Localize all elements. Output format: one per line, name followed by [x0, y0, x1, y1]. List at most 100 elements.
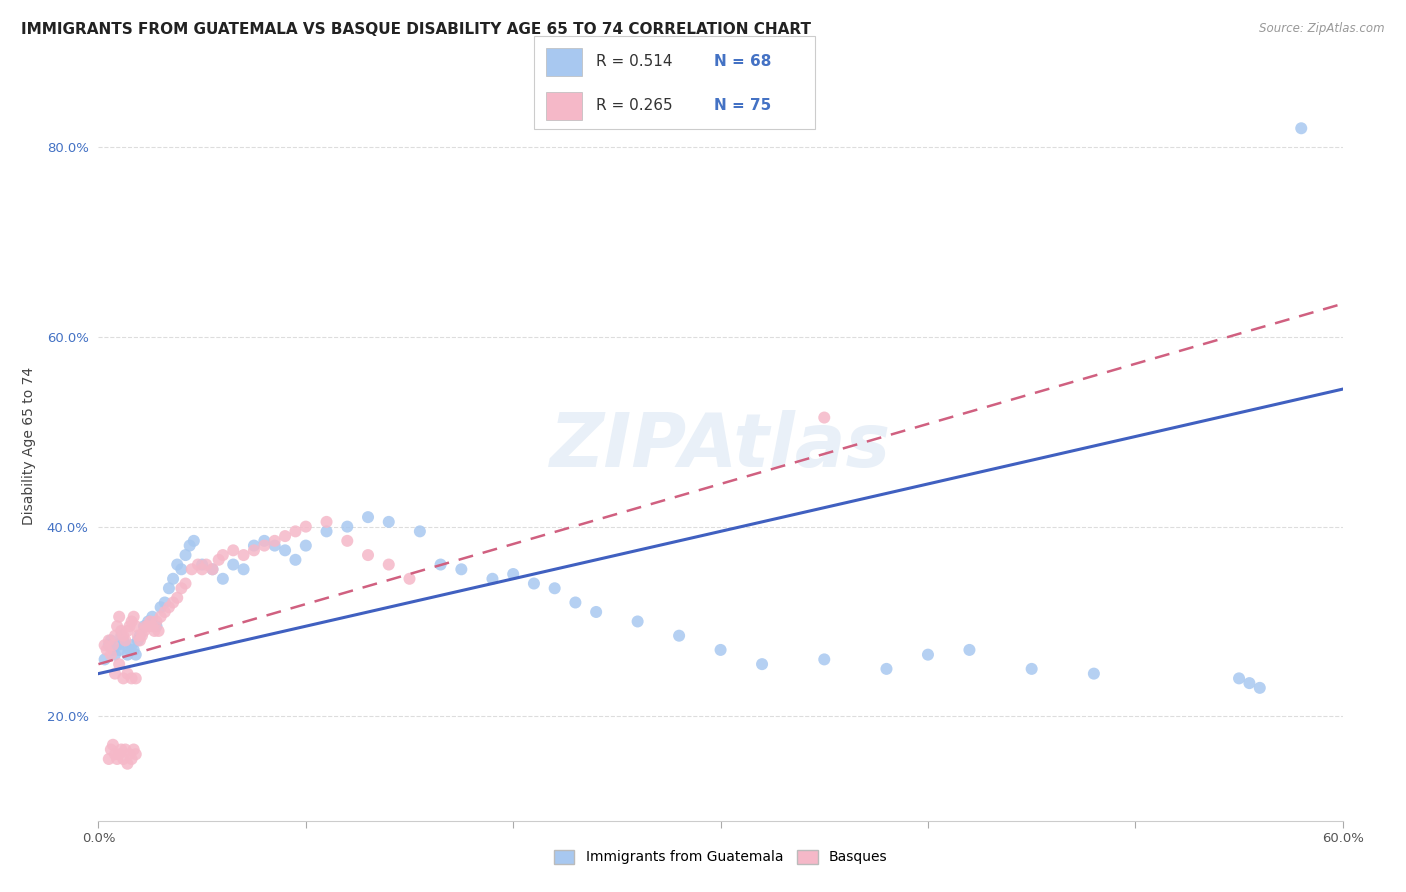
Point [132, 624, 155, 638]
Point [108, 657, 131, 672]
Point [143, 624, 166, 638]
Point [112, 629, 135, 643]
FancyBboxPatch shape [546, 48, 582, 76]
Point [523, 576, 546, 591]
Point [127, 633, 149, 648]
Point [1227, 672, 1250, 686]
Point [875, 662, 897, 676]
Point [117, 666, 139, 681]
Point [117, 756, 139, 771]
Point [284, 524, 307, 539]
Point [357, 510, 380, 524]
Point [585, 605, 607, 619]
Point [481, 572, 503, 586]
Point [101, 643, 124, 657]
Point [1239, 676, 1261, 690]
Point [135, 619, 157, 633]
Point [222, 558, 245, 572]
Point [1249, 681, 1271, 695]
Point [148, 624, 170, 638]
Point [121, 672, 143, 686]
Point [502, 567, 524, 582]
Point [145, 619, 167, 633]
Point [315, 515, 337, 529]
Point [170, 581, 193, 595]
Point [117, 624, 139, 638]
Point [105, 752, 128, 766]
Point [114, 633, 136, 648]
Point [114, 638, 136, 652]
Point [377, 515, 401, 529]
Point [357, 548, 380, 562]
Point [101, 638, 124, 652]
Point [157, 600, 180, 615]
Point [253, 539, 276, 553]
Point [813, 410, 835, 425]
Point [136, 615, 159, 629]
Point [122, 742, 145, 756]
Point [179, 539, 201, 553]
Point [813, 652, 835, 666]
Point [131, 629, 153, 643]
Point [295, 539, 318, 553]
Point [110, 624, 132, 638]
Point [710, 643, 733, 657]
Point [125, 672, 148, 686]
Point [122, 643, 145, 657]
Point [377, 558, 401, 572]
Point [409, 524, 432, 539]
Point [263, 533, 285, 548]
Point [125, 747, 148, 762]
Point [211, 572, 233, 586]
Point [166, 558, 188, 572]
Point [191, 562, 214, 576]
Point [187, 558, 209, 572]
Point [108, 643, 131, 657]
Point [222, 543, 245, 558]
Point [450, 562, 472, 576]
Point [274, 529, 297, 543]
Point [121, 615, 143, 629]
Point [117, 648, 139, 662]
Point [127, 629, 149, 643]
Point [174, 548, 197, 562]
Point [104, 648, 127, 662]
Point [121, 752, 143, 766]
Point [263, 539, 285, 553]
Point [112, 672, 135, 686]
Point [93, 652, 115, 666]
Point [429, 558, 451, 572]
Point [157, 581, 180, 595]
Y-axis label: Disability Age 65 to 74: Disability Age 65 to 74 [21, 367, 35, 525]
Point [398, 572, 420, 586]
Point [97, 638, 120, 652]
Text: Source: ZipAtlas.com: Source: ZipAtlas.com [1260, 22, 1385, 36]
Point [96, 643, 118, 657]
Point [315, 524, 337, 539]
Point [118, 619, 141, 633]
Point [132, 619, 155, 633]
Point [114, 742, 136, 756]
Point [1083, 666, 1105, 681]
Point [1021, 662, 1043, 676]
Point [627, 615, 650, 629]
Point [139, 615, 162, 629]
Point [668, 629, 690, 643]
Text: N = 68: N = 68 [714, 54, 772, 70]
Point [153, 595, 176, 609]
Point [243, 539, 266, 553]
Point [108, 609, 131, 624]
Point [104, 747, 127, 762]
Point [149, 609, 172, 624]
Point [336, 533, 359, 548]
Text: R = 0.514: R = 0.514 [596, 54, 672, 70]
Point [243, 543, 266, 558]
Point [97, 752, 120, 766]
Point [110, 629, 132, 643]
Point [122, 609, 145, 624]
Point [125, 619, 148, 633]
Point [170, 562, 193, 576]
Point [100, 648, 122, 662]
Point [1291, 121, 1313, 136]
Text: ZIPAtlas: ZIPAtlas [550, 409, 891, 483]
